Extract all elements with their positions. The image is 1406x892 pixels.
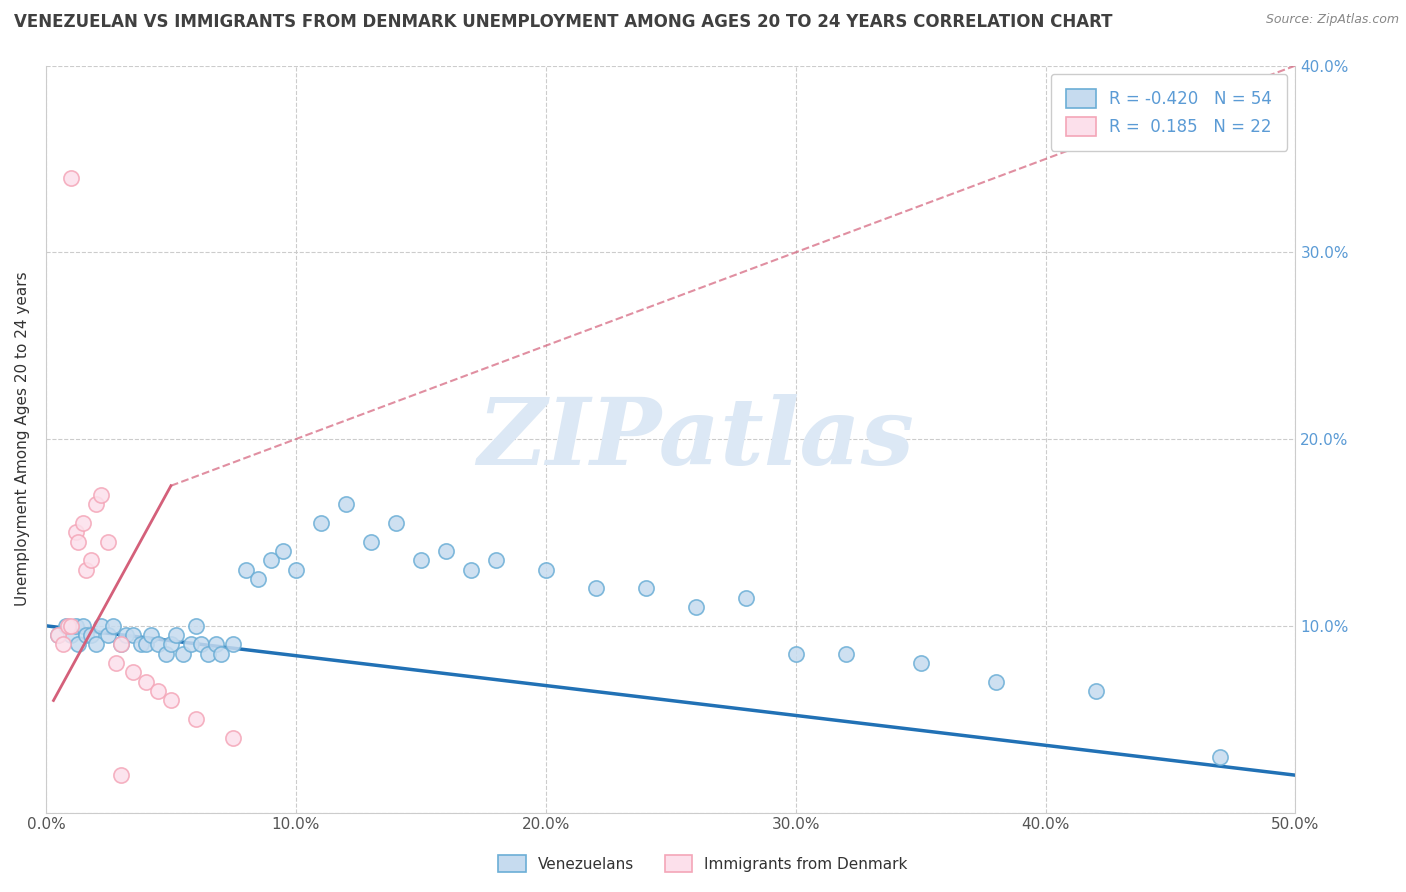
Point	[139, 628, 162, 642]
Point	[59, 628, 82, 642]
Point	[634, 582, 657, 596]
Point	[284, 563, 307, 577]
Point	[385, 516, 408, 530]
Point	[59, 619, 82, 633]
Point	[155, 647, 177, 661]
Point	[58, 619, 80, 633]
Point	[52, 638, 75, 652]
Point	[80, 553, 103, 567]
Point	[104, 656, 127, 670]
Point	[197, 647, 219, 661]
Point	[110, 768, 132, 782]
Point	[685, 600, 707, 615]
Point	[160, 693, 183, 707]
Point	[80, 628, 103, 642]
Point	[260, 553, 283, 567]
Point	[75, 628, 97, 642]
Point	[409, 553, 432, 567]
Legend: R = -0.420   N = 54, R =  0.185   N = 22: R = -0.420 N = 54, R = 0.185 N = 22	[1050, 74, 1286, 151]
Point	[172, 647, 194, 661]
Point	[55, 619, 77, 633]
Legend: Venezuelans, Immigrants from Denmark: Venezuelans, Immigrants from Denmark	[491, 847, 915, 880]
Point	[190, 638, 212, 652]
Point	[534, 563, 557, 577]
Point	[110, 638, 132, 652]
Point	[65, 525, 87, 540]
Point	[910, 656, 932, 670]
Point	[184, 619, 207, 633]
Point	[222, 731, 245, 745]
Point	[1209, 749, 1232, 764]
Point	[110, 638, 132, 652]
Point	[59, 170, 82, 185]
Point	[309, 516, 332, 530]
Y-axis label: Unemployment Among Ages 20 to 24 years: Unemployment Among Ages 20 to 24 years	[15, 272, 30, 607]
Point	[90, 619, 112, 633]
Point	[135, 638, 157, 652]
Point	[247, 572, 270, 586]
Point	[97, 628, 120, 642]
Point	[115, 628, 138, 642]
Text: ZIPatlas: ZIPatlas	[477, 394, 914, 484]
Point	[122, 628, 145, 642]
Point	[48, 628, 70, 642]
Point	[485, 553, 508, 567]
Point	[434, 544, 457, 558]
Point	[734, 591, 756, 605]
Point	[148, 638, 170, 652]
Point	[834, 647, 856, 661]
Point	[184, 712, 207, 726]
Point	[135, 674, 157, 689]
Point	[273, 544, 295, 558]
Text: VENEZUELAN VS IMMIGRANTS FROM DENMARK UNEMPLOYMENT AMONG AGES 20 TO 24 YEARS COR: VENEZUELAN VS IMMIGRANTS FROM DENMARK UN…	[14, 13, 1112, 31]
Text: Source: ZipAtlas.com: Source: ZipAtlas.com	[1265, 13, 1399, 27]
Point	[84, 638, 107, 652]
Point	[75, 563, 97, 577]
Point	[148, 684, 170, 698]
Point	[585, 582, 607, 596]
Point	[97, 534, 120, 549]
Point	[235, 563, 257, 577]
Point	[67, 534, 90, 549]
Point	[160, 638, 183, 652]
Point	[72, 619, 94, 633]
Point	[180, 638, 202, 652]
Point	[222, 638, 245, 652]
Point	[335, 498, 357, 512]
Point	[984, 674, 1007, 689]
Point	[90, 488, 112, 502]
Point	[209, 647, 232, 661]
Point	[360, 534, 382, 549]
Point	[103, 619, 125, 633]
Point	[72, 516, 94, 530]
Point	[48, 628, 70, 642]
Point	[67, 638, 90, 652]
Point	[1084, 684, 1107, 698]
Point	[129, 638, 152, 652]
Point	[165, 628, 187, 642]
Point	[84, 498, 107, 512]
Point	[205, 638, 228, 652]
Point	[65, 619, 87, 633]
Point	[122, 665, 145, 680]
Point	[785, 647, 807, 661]
Point	[460, 563, 482, 577]
